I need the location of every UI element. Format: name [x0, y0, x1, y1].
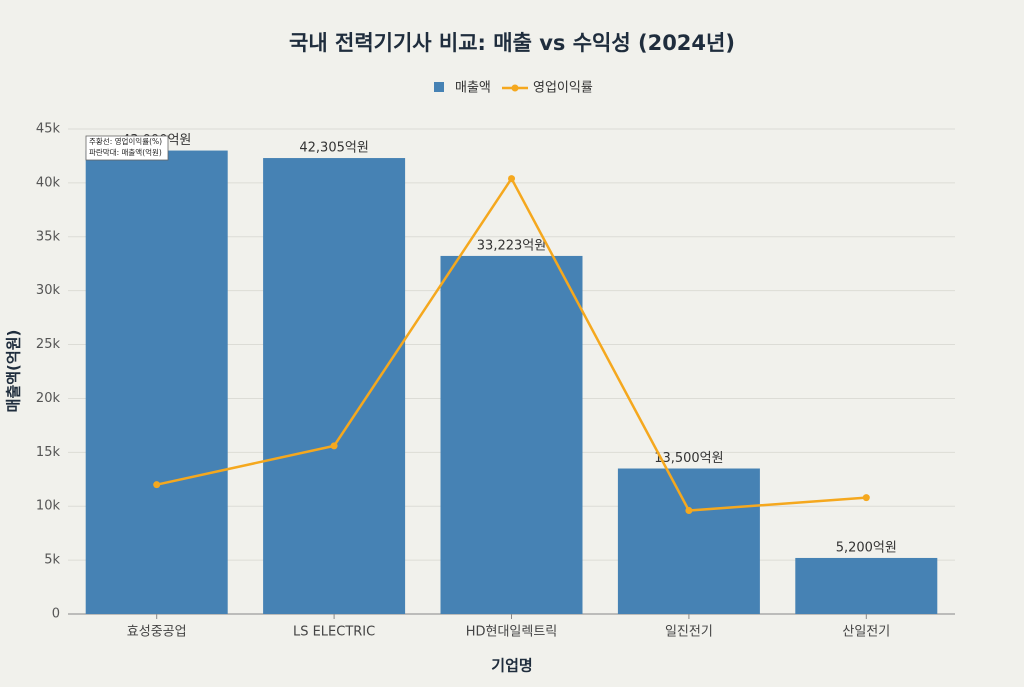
- bar: [617, 468, 760, 614]
- legend-marker: [511, 84, 519, 92]
- line-point: [508, 175, 515, 183]
- y-tick-label: 5k: [44, 553, 60, 568]
- x-axis-title: 기업명: [491, 657, 532, 675]
- line-point: [862, 494, 870, 502]
- x-tick-label: 일진전기: [665, 625, 713, 640]
- annotation-text: 주황선: 영업이익률(%): [89, 136, 162, 146]
- legend: 매출액 영업이익률: [434, 81, 593, 96]
- bar: [795, 557, 938, 614]
- chart-title: 국내 전력기기사 비교: 매출 vs 수익성 (2024년): [289, 31, 735, 55]
- y-axis-title: 매출액(억원): [5, 330, 23, 413]
- y-tick-label: 10k: [36, 499, 61, 514]
- annotation: 주황선: 영업이익률(%)파란막대: 매출액(억원): [85, 135, 169, 161]
- x-tick-label: 산일전기: [842, 625, 890, 640]
- bar: [85, 150, 228, 615]
- y-tick-label: 20k: [36, 391, 61, 406]
- legend-swatch: [434, 82, 444, 92]
- value-label: 42,305억원: [299, 141, 368, 156]
- y-tick-label: 40k: [36, 175, 61, 190]
- y-tick-label: 30k: [36, 283, 61, 298]
- line-point: [153, 481, 161, 489]
- annotation-text: 파란막대: 매출액(억원): [89, 147, 162, 157]
- y-tick-label: 15k: [36, 445, 61, 460]
- value-label: 5,200억원: [836, 540, 897, 555]
- legend-label: 매출액: [455, 81, 491, 96]
- x-tick-label: HD현대일렉트릭: [466, 625, 558, 640]
- x-tick-label: 효성중공업: [127, 625, 187, 640]
- legend-label: 영업이익률: [533, 81, 593, 96]
- annotation-box: [85, 135, 169, 161]
- bar: [440, 255, 583, 615]
- y-tick-label: 45k: [36, 122, 61, 137]
- y-tick-label: 25k: [36, 337, 61, 352]
- y-tick-label: 0: [52, 607, 60, 622]
- line-point: [330, 442, 338, 450]
- y-tick-label: 35k: [36, 229, 61, 244]
- bar: [263, 158, 406, 614]
- value-label: 33,223억원: [477, 238, 546, 253]
- line-point: [685, 507, 693, 515]
- x-tick-label: LS ELECTRIC: [293, 625, 375, 640]
- value-label: 13,500억원: [654, 451, 723, 466]
